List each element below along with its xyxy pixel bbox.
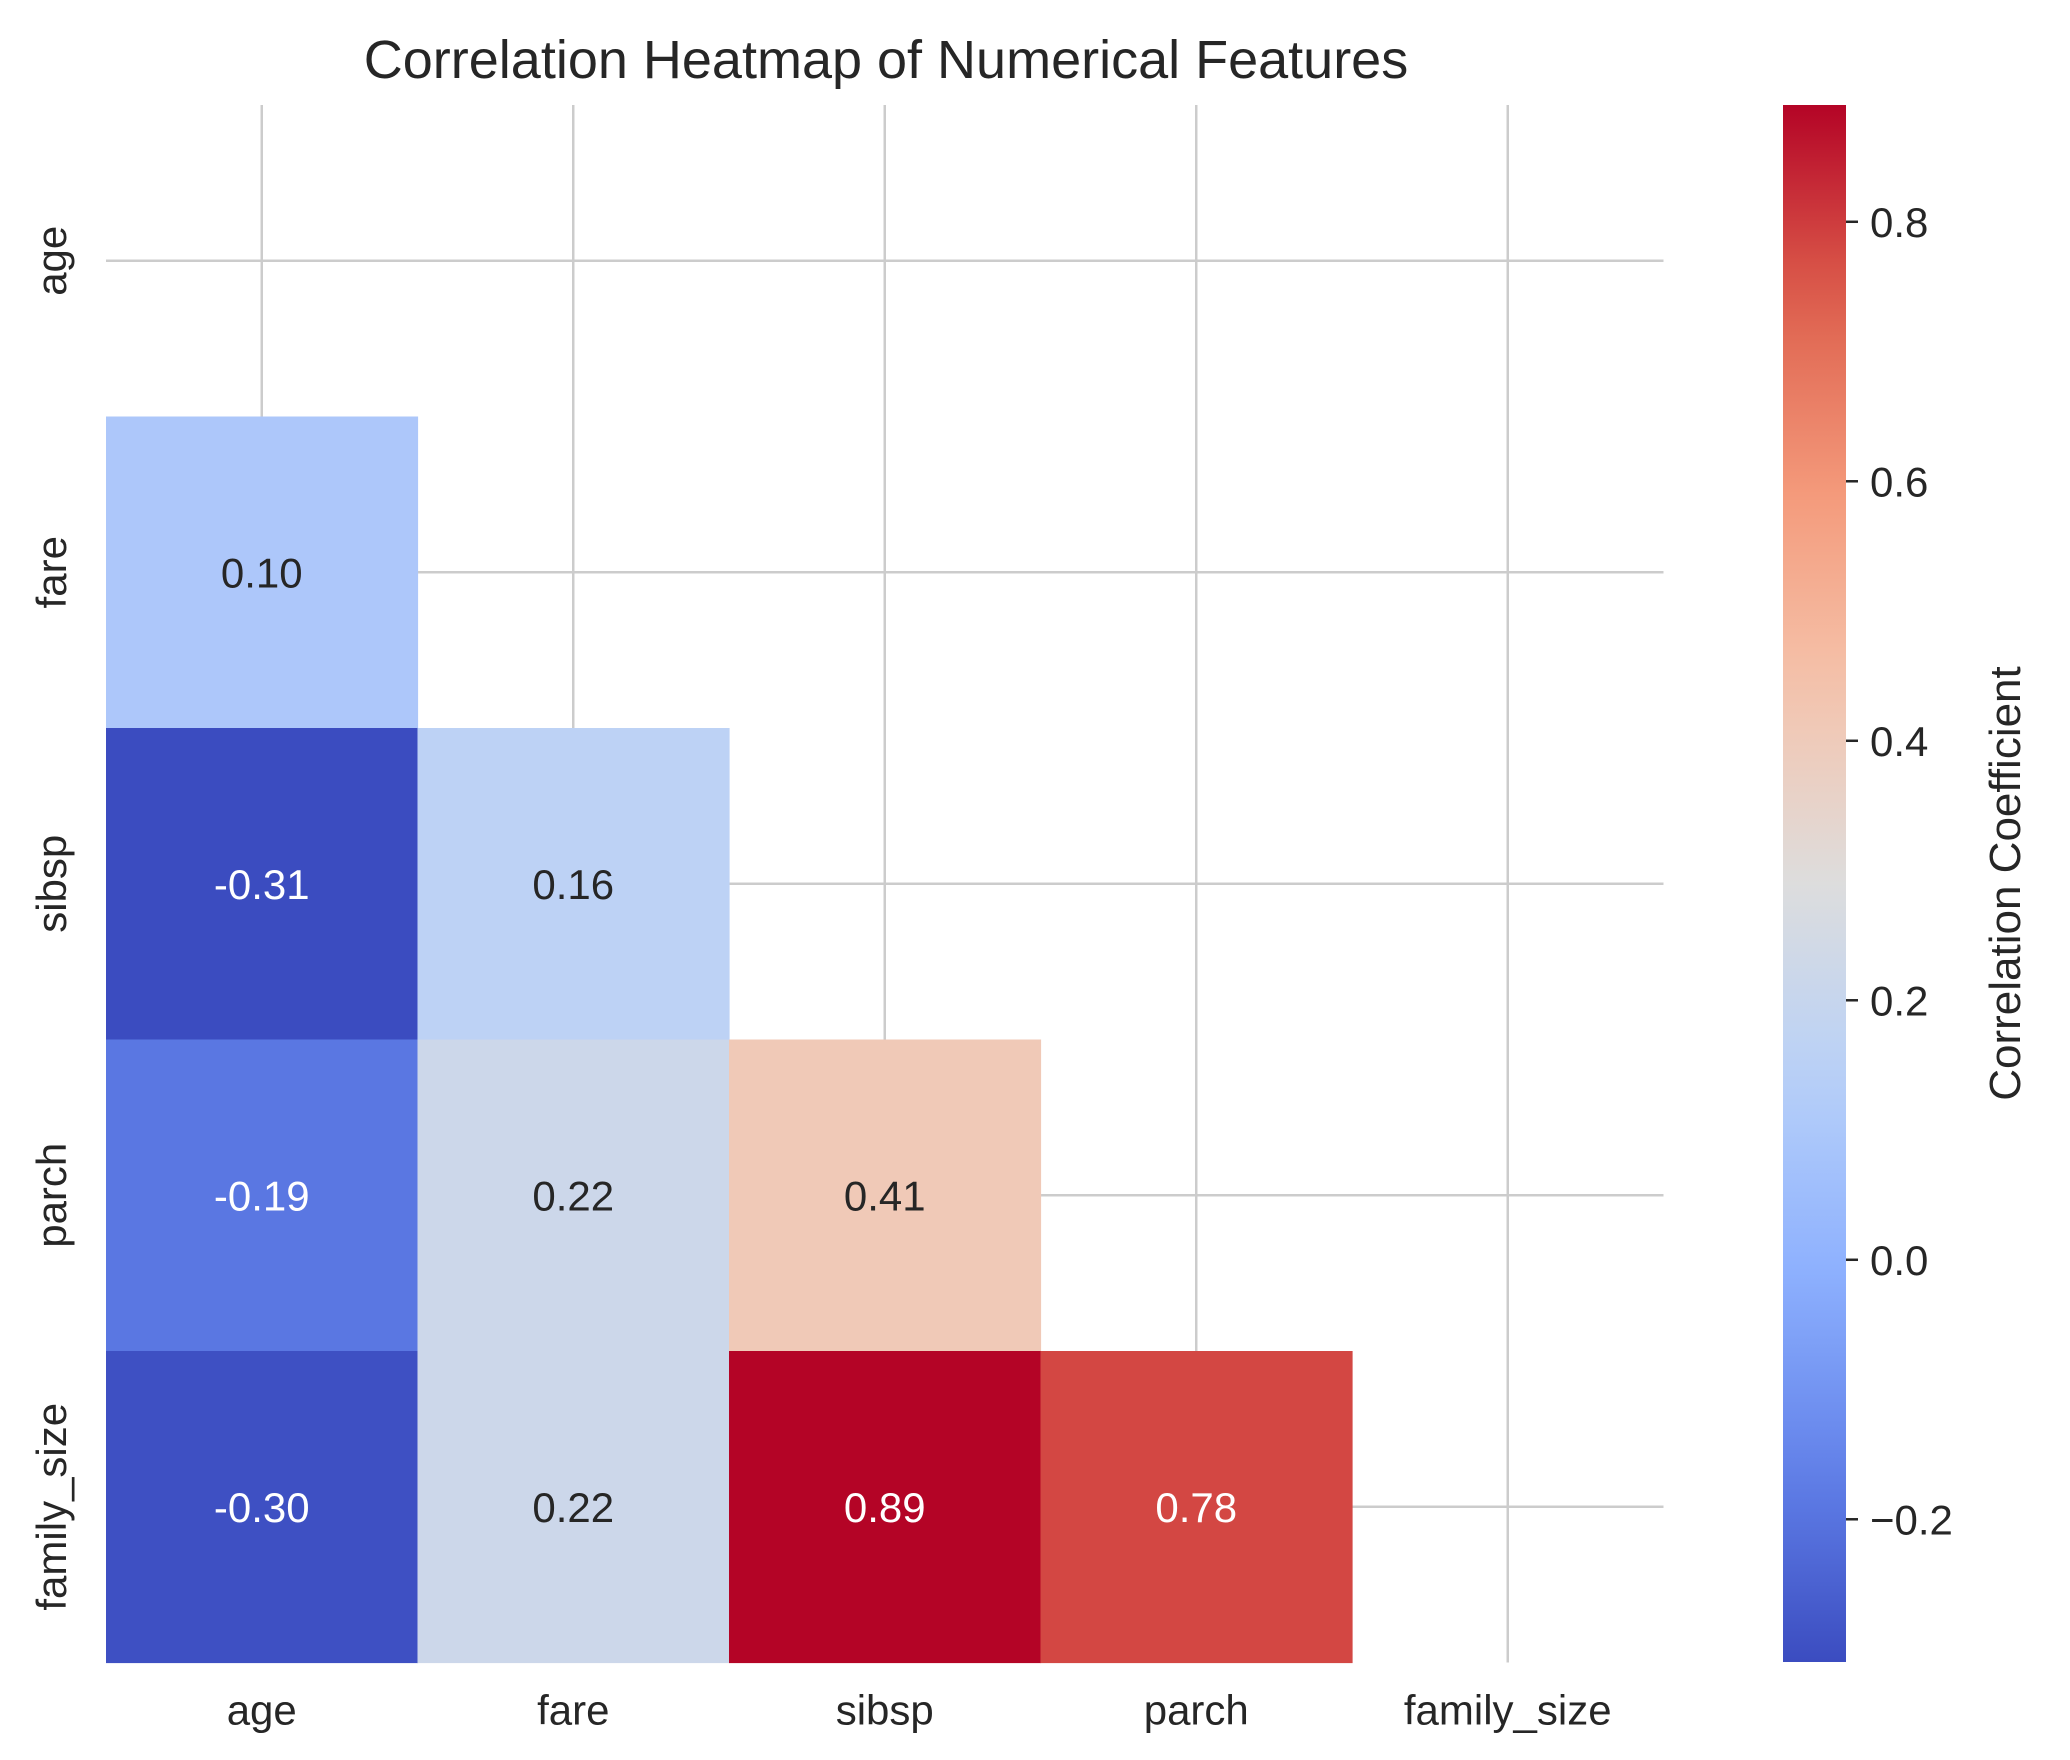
colorbar-ticks: −0.2 0.0 0.2 0.4 0.6 0.8	[1846, 199, 1953, 1543]
colorbar-tick-label: 0.6	[1870, 458, 1928, 505]
cell-value-label: -0.19	[214, 1172, 310, 1219]
y-tick-label: sibsp	[28, 835, 75, 933]
y-tick-label: parch	[28, 1143, 75, 1248]
y-tick-label: age	[28, 226, 75, 296]
heatmap-cell	[106, 1039, 419, 1352]
x-tick-label: sibsp	[836, 1687, 934, 1734]
colorbar-tick-label: 0.0	[1870, 1237, 1928, 1284]
colorbar-tick-label: 0.8	[1870, 199, 1928, 246]
x-tick-label: family_size	[1404, 1687, 1612, 1734]
chart-title: Correlation Heatmap of Numerical Feature…	[364, 30, 1408, 90]
colorbar-label: Correlation Coefficient	[1981, 666, 2030, 1101]
x-axis-tick-labels: age fare sibsp parch family_size	[227, 1687, 1612, 1734]
heatmap-cell	[106, 416, 419, 729]
heatmap-cell	[729, 1039, 1042, 1352]
cell-value-label: 0.22	[532, 1484, 614, 1531]
cell-value-label: -0.30	[214, 1484, 310, 1531]
heatmap-cell	[417, 1351, 730, 1664]
y-tick-label: family_size	[28, 1403, 75, 1611]
heatmap-cell	[417, 728, 730, 1041]
cell-value-label: 0.16	[532, 861, 614, 908]
y-tick-label: fare	[28, 536, 75, 608]
cell-value-label: 0.78	[1155, 1484, 1237, 1531]
colorbar-tick-label: −0.2	[1870, 1496, 1953, 1543]
y-axis-tick-labels: age fare sibsp parch family_size	[28, 226, 75, 1611]
cell-value-label: 0.10	[221, 549, 303, 596]
cell-value-label: 0.22	[532, 1172, 614, 1219]
cell-value-label: -0.31	[214, 861, 310, 908]
colorbar-tick-label: 0.4	[1870, 718, 1928, 765]
colorbar-gradient	[1783, 105, 1846, 1662]
x-tick-label: parch	[1144, 1687, 1249, 1734]
colorbar: −0.2 0.0 0.2 0.4 0.6 0.8 Correlation Coeffici…	[1783, 105, 2030, 1662]
heatmap-cells	[106, 416, 1353, 1664]
heatmap-cell	[1040, 1351, 1353, 1664]
heatmap-cell	[106, 728, 419, 1041]
heatmap-cell	[417, 1039, 730, 1352]
x-tick-label: age	[227, 1687, 297, 1734]
heatmap-cell	[106, 1351, 419, 1664]
colorbar-tick-label: 0.2	[1870, 977, 1928, 1024]
heatmap-cell	[729, 1351, 1042, 1664]
x-tick-label: fare	[537, 1687, 609, 1734]
cell-value-label: 0.41	[844, 1172, 926, 1219]
cell-value-label: 0.89	[844, 1484, 926, 1531]
cell-value-labels: 0.10 -0.31 0.16 -0.19 0.22 0.41 -0.30 0.22 0.89 0…	[214, 549, 1237, 1531]
